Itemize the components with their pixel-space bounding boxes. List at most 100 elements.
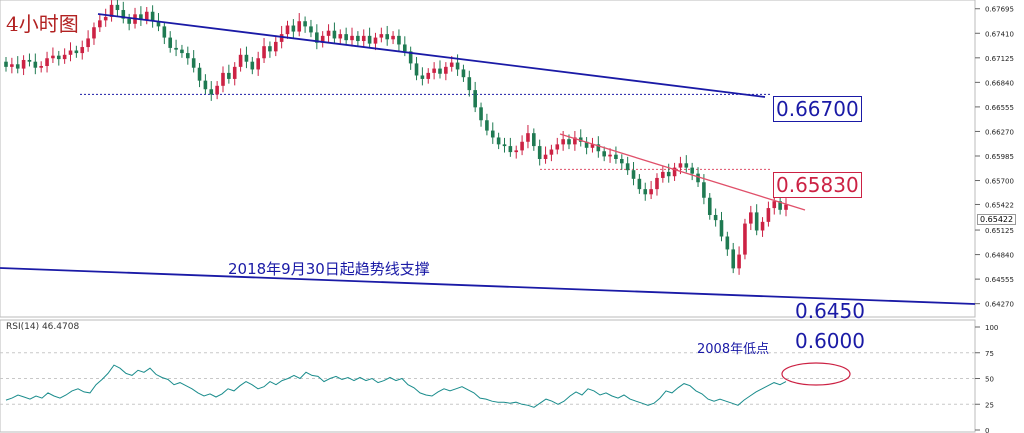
candle-body: [619, 159, 624, 164]
candle: [92, 22, 96, 45]
candle-body: [162, 26, 167, 38]
candle-body: [479, 107, 483, 121]
candle-body: [655, 177, 659, 190]
candle-body: [62, 54, 67, 60]
candle: [532, 128, 536, 151]
candle: [45, 51, 49, 73]
candle-body: [373, 37, 378, 44]
candle: [625, 156, 630, 175]
candle-body: [449, 62, 454, 67]
candle-body: [309, 26, 313, 33]
low-2008-label: 2008年低点: [697, 342, 770, 357]
candle-body: [86, 38, 90, 48]
candle: [725, 231, 730, 256]
candle-body: [45, 58, 49, 66]
candle-body: [279, 34, 284, 42]
candle-body: [754, 212, 759, 231]
rsi-line: [5, 364, 787, 408]
candle-body: [315, 32, 319, 43]
candle: [361, 29, 366, 48]
candle-body: [502, 144, 507, 147]
candle-body: [291, 25, 296, 32]
candle: [608, 148, 612, 163]
price-tick-label: 0.64840: [985, 252, 1014, 260]
candle: [209, 81, 214, 101]
candle-body: [549, 149, 554, 155]
candle-body: [520, 141, 524, 151]
candle: [244, 46, 249, 69]
candle: [549, 144, 554, 162]
candle: [731, 242, 736, 274]
candle-body: [326, 30, 331, 36]
current-price-tag: 0.65422: [977, 214, 1017, 225]
candle: [191, 50, 196, 73]
candle-body: [731, 249, 736, 269]
resistance-levels: [80, 93, 770, 170]
candle-body: [426, 72, 431, 79]
lower-downtrend-line: [559, 133, 806, 211]
candle: [502, 137, 507, 153]
candle-body: [186, 53, 190, 59]
candle: [80, 40, 85, 60]
candle: [614, 146, 618, 164]
candle-body: [297, 21, 302, 32]
candle-body: [725, 236, 730, 250]
price-tick-label: 0.66555: [985, 104, 1014, 112]
chart-title: 4小时图: [6, 12, 79, 36]
candle: [109, 0, 114, 22]
candle: [707, 193, 712, 220]
candle: [749, 205, 753, 231]
candle-body: [232, 66, 237, 79]
rsi-tick-label: 50: [985, 376, 994, 384]
candle-body: [209, 89, 214, 95]
price-tick-label: 0.65422: [985, 201, 1014, 209]
candle: [291, 19, 296, 39]
candle: [39, 61, 43, 73]
candle: [432, 62, 436, 80]
candle-body: [614, 154, 618, 159]
candle-body: [555, 144, 560, 150]
candle-body: [215, 85, 219, 95]
candle-body: [367, 35, 372, 44]
low-2008-value: 0.6000: [795, 329, 865, 353]
candle: [268, 41, 272, 58]
candle: [168, 31, 173, 53]
candle: [643, 182, 648, 201]
candle-body: [455, 62, 460, 70]
candle-body: [696, 173, 700, 183]
candle-body: [596, 144, 601, 152]
candle-body: [103, 16, 108, 21]
candle: [596, 136, 601, 158]
candle-body: [637, 178, 642, 190]
candle: [661, 165, 665, 183]
candle-body: [643, 189, 648, 195]
candle: [139, 6, 143, 26]
upper-downtrend-line: [97, 13, 766, 98]
candle: [221, 66, 225, 93]
candle-body: [532, 133, 536, 147]
candle: [584, 137, 589, 155]
candle: [655, 173, 659, 196]
candle: [74, 45, 79, 58]
candle-body: [332, 30, 337, 39]
candle-body: [344, 34, 348, 41]
candle-body: [250, 61, 255, 70]
candle: [479, 102, 483, 127]
candle-body: [496, 137, 501, 145]
rsi-tick-label: 100: [985, 324, 998, 332]
candle-body: [778, 201, 782, 210]
candle-body: [4, 61, 8, 67]
candle: [103, 8, 108, 27]
candle-body: [467, 77, 472, 91]
candlesticks: [4, 0, 788, 275]
candle: [203, 74, 208, 94]
candle: [350, 27, 354, 47]
rsi-tick-label: 25: [985, 401, 994, 409]
candle-body: [51, 55, 55, 59]
candle: [197, 62, 202, 88]
price-tick-label: 0.65700: [985, 178, 1014, 186]
candle: [33, 53, 38, 75]
candle: [367, 27, 372, 49]
candle: [121, 1, 126, 24]
